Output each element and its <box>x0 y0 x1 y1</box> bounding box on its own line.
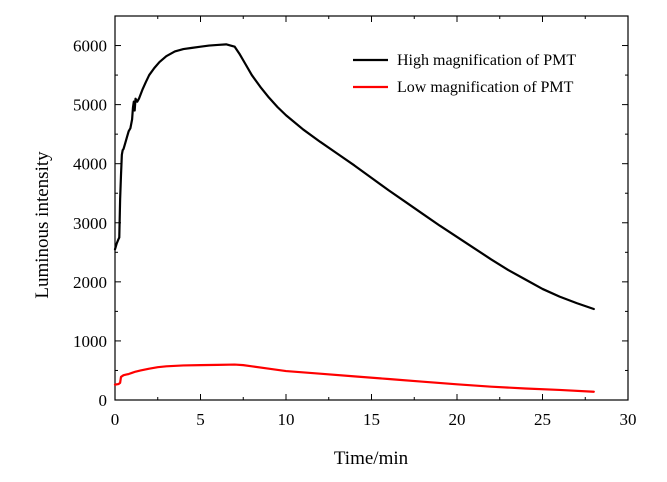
x-tick-label: 20 <box>449 410 466 429</box>
series-line-2 <box>113 363 595 393</box>
legend-label-2: Low magnification of PMT <box>397 79 574 96</box>
plot-border <box>114 15 629 401</box>
x-tick-label: 25 <box>534 410 551 429</box>
legend-label-1: High magnification of PMT <box>397 52 576 69</box>
y-axis-ticks: 0 1000 2000 3000 4000 5000 6000 <box>73 15 628 410</box>
y-tick-label: 5000 <box>73 96 107 115</box>
y-tick-label: 3000 <box>73 214 107 233</box>
series-layer <box>113 43 595 393</box>
y-axis-title: Luminous intensity <box>32 151 53 299</box>
x-tick-label: 15 <box>363 410 380 429</box>
series-line-1 <box>113 43 595 311</box>
y-tick-label: 1000 <box>73 332 107 351</box>
x-tick-label: 5 <box>196 410 205 429</box>
x-tick-label: 10 <box>278 410 295 429</box>
x-tick-label: 0 <box>111 410 120 429</box>
y-tick-label: 2000 <box>73 273 107 292</box>
y-tick-label: 0 <box>99 391 108 410</box>
y-tick-label: 6000 <box>73 37 107 56</box>
x-axis-ticks: 0 5 10 15 20 25 30 <box>111 16 637 429</box>
plot-frame <box>114 15 629 401</box>
x-tick-label: 30 <box>620 410 637 429</box>
legend: High magnification of PMT Low magnificati… <box>353 52 576 96</box>
x-axis-title: Time/min <box>334 448 409 469</box>
y-tick-label: 4000 <box>73 155 107 174</box>
